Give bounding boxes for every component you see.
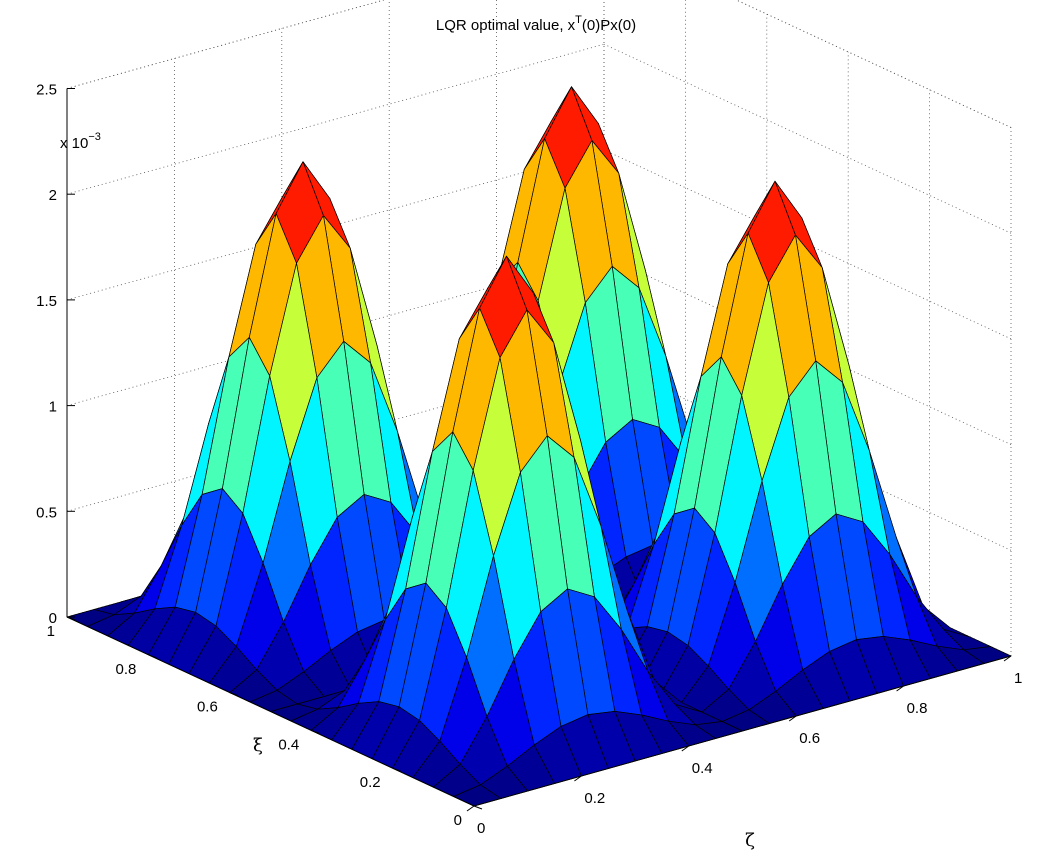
- y-tick-label: 0.4: [692, 760, 713, 777]
- y-tick-label: 0: [477, 820, 485, 837]
- z-tick-label: 0.5: [36, 504, 57, 521]
- x-tick-label: 0.8: [116, 661, 137, 678]
- y-tick-label: 0.8: [907, 700, 928, 717]
- x-tick: [148, 654, 157, 659]
- x-axis-line: [66, 616, 475, 807]
- z-tick-label: 1.5: [36, 293, 57, 310]
- wall-grid-line: [66, 0, 386, 89]
- title-superscript: T: [575, 14, 582, 26]
- x-axis-label: ξ: [253, 735, 263, 756]
- y-axis-label: ζ: [745, 830, 755, 851]
- box-edge: [66, 0, 386, 89]
- y-tick: [681, 745, 690, 752]
- wall-grid-line: [735, 0, 1012, 128]
- wall-grid-line: [66, 149, 605, 301]
- y-tick-label: 0.6: [799, 730, 820, 747]
- z-tick-label: 2.5: [36, 82, 57, 99]
- z-exponent-label: x 10−3: [60, 131, 101, 152]
- y-tick: [466, 805, 475, 812]
- x-tick-label: 0.6: [197, 699, 218, 716]
- x-tick: [473, 805, 483, 810]
- title-tail: (0)Px(0): [582, 17, 636, 34]
- y-tick: [788, 715, 797, 722]
- x-tick-label: 0.2: [360, 774, 381, 791]
- y-tick-label: 1: [1014, 670, 1022, 687]
- x-tick: [311, 729, 320, 734]
- z-tick-label: 1: [49, 399, 57, 416]
- x-tick-label: 0: [454, 812, 462, 829]
- z-tick-label: 2: [49, 187, 57, 204]
- x-tick-label: 0.4: [278, 736, 299, 753]
- y-tick: [1003, 655, 1012, 662]
- y-axis-line: [473, 655, 1012, 807]
- wall-grid-line: [66, 43, 605, 195]
- exponent-power: −3: [88, 131, 101, 143]
- y-tick: [896, 685, 904, 692]
- x-tick-label: 1: [47, 623, 55, 640]
- wall-grid-line: [603, 43, 1012, 234]
- x-tick: [392, 767, 401, 772]
- y-tick: [574, 775, 582, 782]
- surface-mesh: [66, 86, 1012, 807]
- y-tick-label: 0.2: [584, 790, 605, 807]
- z-tick-label: 0: [49, 610, 57, 627]
- x-tick: [66, 616, 76, 621]
- box-edge: [735, 0, 1012, 128]
- x-tick: [229, 692, 238, 697]
- chart-title: LQR optimal value, xT(0)Px(0): [436, 14, 636, 34]
